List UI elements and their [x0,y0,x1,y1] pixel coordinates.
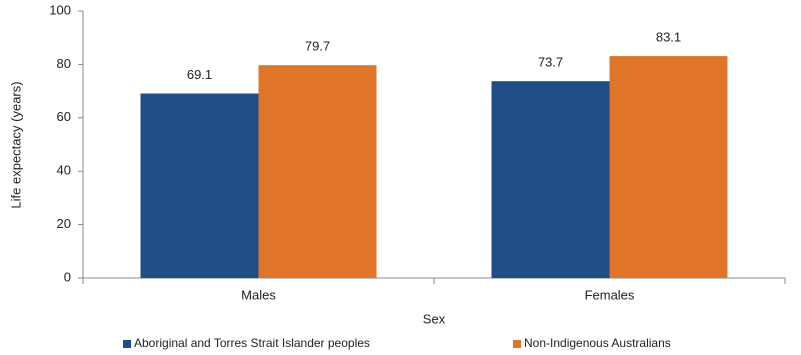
data-label: 79.7 [305,39,330,54]
data-label: 83.1 [656,30,681,45]
bar [609,56,728,278]
bar [491,81,610,278]
bar [140,93,259,279]
x-tick-label: Males [241,287,276,302]
y-tick-label: 60 [57,109,71,124]
y-axis-title: Life expectacy (years) [8,81,23,208]
y-tick-label: 40 [57,163,71,178]
x-axis-title: Sex [423,311,446,326]
y-tick-label: 0 [64,269,71,284]
legend-label: Aboriginal and Torres Strait Islander pe… [134,336,370,350]
y-tick-label: 80 [57,56,71,71]
y-tick-label: 100 [49,2,71,17]
legend-swatch [123,340,131,348]
bar [258,65,377,279]
legend-swatch [513,340,521,348]
data-label: 69.1 [187,67,212,82]
data-label: 73.7 [538,55,563,70]
legend-label: Non-Indigenous Australians [524,336,671,350]
x-tick-label: Females [585,287,635,302]
y-tick-label: 20 [57,216,71,231]
